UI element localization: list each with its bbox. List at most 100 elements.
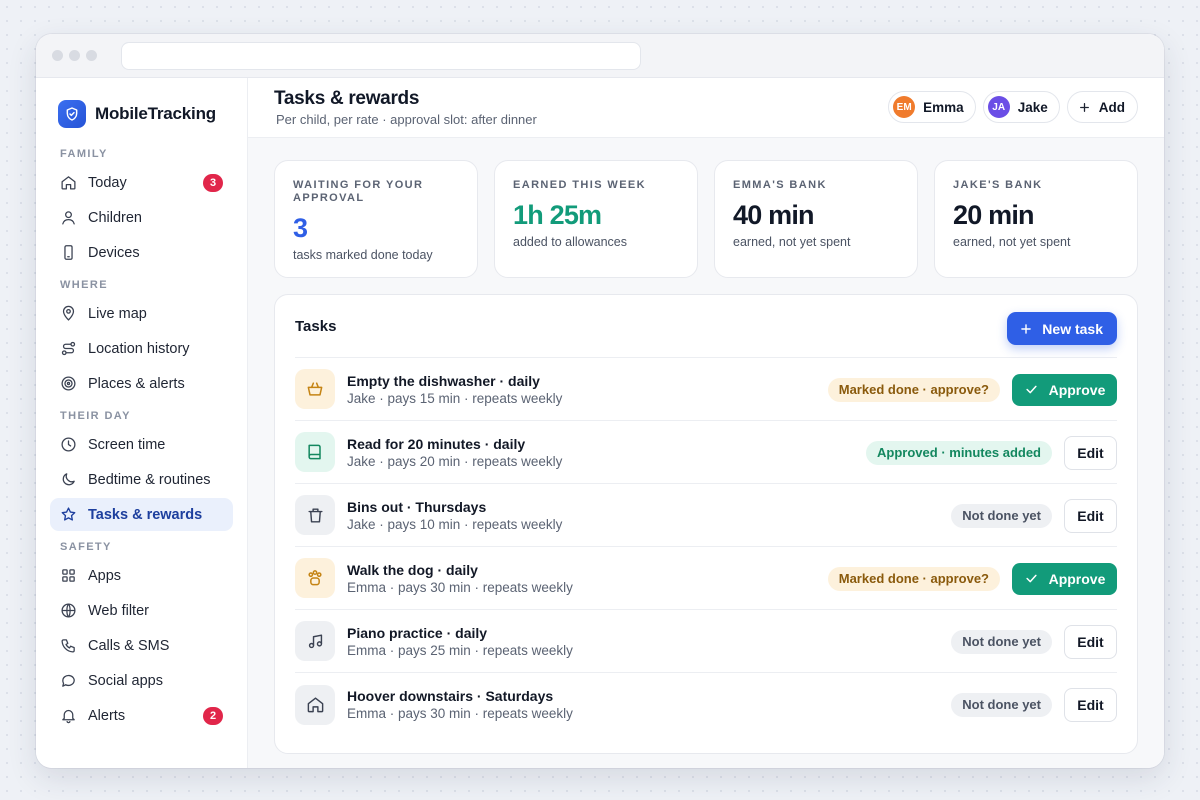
sidebar-item-label: Tasks & rewards bbox=[88, 506, 203, 523]
task-row[interactable]: Empty the dishwasher · daily Jake · pays… bbox=[295, 358, 1117, 421]
task-row[interactable]: Piano practice · daily Emma · pays 25 mi… bbox=[295, 610, 1117, 673]
main-content: Tasks & rewards Per child, per rate · ap… bbox=[248, 78, 1164, 768]
child-chip-emma[interactable]: EM Emma bbox=[888, 91, 976, 123]
sidebar-item-label: Devices bbox=[88, 244, 140, 261]
paw-icon bbox=[295, 558, 335, 598]
status-badge: Approved · minutes added bbox=[866, 440, 1052, 465]
sidebar-item-label: Alerts bbox=[88, 707, 126, 724]
chat-bubble-icon bbox=[62, 674, 75, 687]
moon-icon bbox=[62, 473, 75, 486]
edit-button[interactable]: Edit bbox=[1064, 624, 1117, 659]
sidebar-item-bedtime-routines[interactable]: Bedtime & routines bbox=[50, 463, 233, 496]
sidebar-item-label: Social apps bbox=[88, 672, 163, 689]
task-title: Empty the dishwasher · daily bbox=[347, 372, 540, 389]
task-meta: Jake · pays 10 min · repeats weekly bbox=[347, 516, 563, 532]
edit-button[interactable]: Edit bbox=[1064, 687, 1117, 722]
home-icon bbox=[295, 684, 335, 725]
approve-button[interactable]: Approve bbox=[1012, 373, 1117, 406]
approve-button[interactable]: Approve bbox=[1012, 562, 1117, 595]
plus-icon bbox=[1079, 102, 1089, 112]
sidebar-item-devices[interactable]: Devices bbox=[50, 236, 233, 269]
stat-note: earned, not yet spent bbox=[733, 235, 851, 249]
add-child-button[interactable]: Add bbox=[1066, 91, 1138, 123]
brand-name: MobileTracking bbox=[95, 104, 216, 123]
task-title: Walk the dog · daily bbox=[347, 561, 478, 578]
status-badge: Marked done · approve? bbox=[827, 566, 1000, 591]
stats-row: WAITING FOR YOUR APPROVAL 3 tasks marked… bbox=[248, 138, 1164, 278]
sidebar-item-label: Bedtime & routines bbox=[88, 471, 211, 488]
child-name: Emma bbox=[923, 99, 964, 115]
sidebar-item-web-filter[interactable]: Web filter bbox=[50, 594, 233, 627]
section-where: WHERE bbox=[60, 279, 108, 291]
sidebar-item-tasks-rewards[interactable]: Tasks & rewards bbox=[50, 498, 233, 531]
stat-card-earned: EARNED THIS WEEK 1h 25m added to allowan… bbox=[494, 160, 698, 278]
task-row[interactable]: Bins out · Thursdays Jake · pays 10 min … bbox=[295, 484, 1117, 547]
add-label: Add bbox=[1098, 99, 1125, 115]
stat-card-waiting: WAITING FOR YOUR APPROVAL 3 tasks marked… bbox=[274, 160, 478, 278]
star-icon bbox=[61, 507, 76, 521]
stat-label: EMMA'S BANK bbox=[733, 179, 827, 191]
sidebar-item-label: Calls & SMS bbox=[88, 637, 170, 654]
edit-button[interactable]: Edit bbox=[1064, 435, 1117, 470]
edit-button[interactable]: Edit bbox=[1064, 498, 1117, 533]
stat-value: 1h 25m bbox=[513, 200, 602, 230]
panel-title: Tasks bbox=[295, 317, 337, 335]
basket-icon bbox=[295, 369, 335, 409]
browser-chrome bbox=[36, 34, 1164, 78]
tasks-panel-header: Tasks New task bbox=[295, 295, 1117, 358]
trash-icon bbox=[295, 495, 335, 535]
window-dot[interactable] bbox=[52, 50, 63, 61]
sidebar-item-alerts[interactable]: Alerts 2 bbox=[50, 699, 233, 732]
route-icon bbox=[61, 341, 76, 356]
child-name: Jake bbox=[1017, 99, 1048, 115]
sidebar-item-screen-time[interactable]: Screen time bbox=[50, 428, 233, 461]
stat-value: 40 min bbox=[733, 200, 815, 230]
task-meta: Emma · pays 30 min · repeats weekly bbox=[347, 706, 573, 721]
window-dot[interactable] bbox=[86, 50, 97, 61]
map-pin-icon bbox=[62, 305, 75, 321]
phone-call-icon bbox=[61, 639, 75, 653]
status-badge: Marked done · approve? bbox=[827, 377, 1000, 402]
task-row[interactable]: Hoover downstairs · Saturdays Emma · pay… bbox=[295, 673, 1117, 736]
sidebar-item-today[interactable]: Today 3 bbox=[50, 166, 233, 199]
music-note-icon bbox=[295, 621, 335, 661]
sidebar-item-apps[interactable]: Apps bbox=[50, 559, 233, 592]
sidebar-item-label: Live map bbox=[88, 305, 147, 322]
sidebar-item-label: Location history bbox=[88, 340, 190, 357]
stat-label: WAITING FOR YOUR APPROVAL bbox=[293, 179, 424, 204]
new-task-button[interactable]: New task bbox=[1007, 312, 1117, 345]
stat-note: tasks marked done today bbox=[293, 248, 433, 262]
status-badge: Not done yet bbox=[951, 692, 1052, 717]
sidebar-item-label: Children bbox=[88, 209, 142, 226]
button-label: Approve bbox=[1048, 381, 1106, 398]
stat-label: EARNED THIS WEEK bbox=[513, 179, 647, 191]
sidebar-item-social-apps[interactable]: Social apps bbox=[50, 664, 233, 697]
sidebar-item-live-map[interactable]: Live map bbox=[50, 297, 233, 330]
child-chip-jake[interactable]: JA Jake bbox=[982, 91, 1060, 123]
stat-value: 20 min bbox=[953, 200, 1035, 230]
book-icon bbox=[295, 432, 335, 472]
section-their-day: THEIR DAY bbox=[60, 410, 131, 422]
sidebar-item-places-alerts[interactable]: Places & alerts bbox=[50, 367, 233, 400]
window-dot[interactable] bbox=[69, 50, 80, 61]
sidebar-item-location-history[interactable]: Location history bbox=[50, 332, 233, 365]
section-safety: SAFETY bbox=[60, 541, 112, 553]
sidebar-item-children[interactable]: Children bbox=[50, 201, 233, 234]
user-icon bbox=[62, 211, 75, 225]
task-row[interactable]: Walk the dog · daily Emma · pays 30 min … bbox=[295, 547, 1117, 610]
app-window: MobileTracking FAMILY Today 3 Children D… bbox=[36, 34, 1164, 768]
task-meta: Emma · pays 30 min · repeats weekly bbox=[347, 579, 573, 595]
plus-icon bbox=[1021, 323, 1032, 334]
shield-logo-icon bbox=[58, 100, 86, 128]
avatar: JA bbox=[987, 96, 1010, 118]
task-row[interactable]: Read for 20 minutes · daily Jake · pays … bbox=[295, 421, 1117, 484]
task-title: Bins out · Thursdays bbox=[347, 498, 487, 515]
address-bar[interactable] bbox=[121, 41, 641, 70]
count-badge: 3 bbox=[203, 174, 223, 192]
button-label: Approve bbox=[1048, 570, 1106, 587]
target-icon bbox=[61, 376, 76, 391]
brand[interactable]: MobileTracking bbox=[58, 100, 233, 128]
task-title: Piano practice · daily bbox=[347, 624, 488, 641]
sidebar-item-calls-sms[interactable]: Calls & SMS bbox=[50, 629, 233, 662]
globe-icon bbox=[61, 603, 76, 618]
